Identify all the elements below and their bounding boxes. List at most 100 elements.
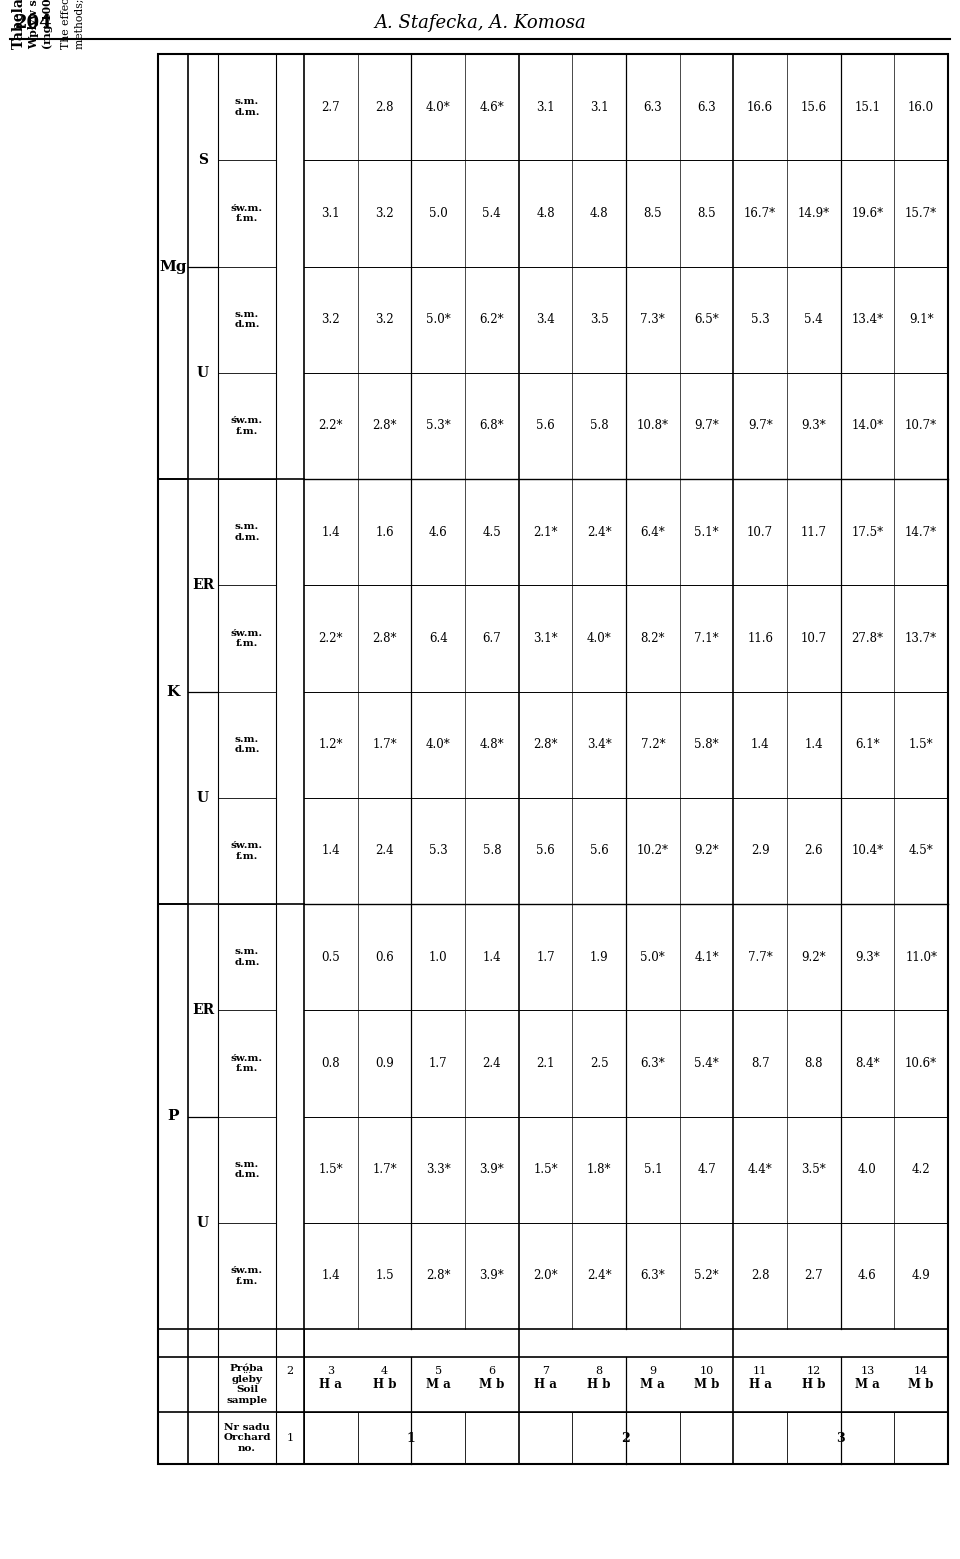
- Text: 5: 5: [435, 1366, 442, 1375]
- Text: 2.1: 2.1: [537, 1057, 555, 1069]
- Text: 9.3*: 9.3*: [855, 951, 880, 963]
- Text: 2.4: 2.4: [375, 845, 394, 857]
- Text: 2.7: 2.7: [804, 1269, 823, 1283]
- Text: 3.9*: 3.9*: [479, 1163, 504, 1175]
- Text: 6.5*: 6.5*: [694, 313, 719, 326]
- Text: 4.6: 4.6: [858, 1269, 876, 1283]
- Text: 3: 3: [836, 1431, 845, 1445]
- Text: 3.1: 3.1: [589, 101, 609, 114]
- Text: 5.0: 5.0: [429, 207, 447, 220]
- Text: 10.2*: 10.2*: [636, 845, 669, 857]
- Text: 8.5: 8.5: [697, 207, 716, 220]
- Text: 2.2*: 2.2*: [319, 631, 343, 645]
- Text: H b: H b: [588, 1378, 611, 1391]
- Text: 4: 4: [381, 1366, 388, 1375]
- Text: M b: M b: [694, 1378, 719, 1391]
- Text: 3.5*: 3.5*: [802, 1163, 827, 1175]
- Text: M a: M a: [426, 1378, 450, 1391]
- Text: 3.1*: 3.1*: [533, 631, 558, 645]
- Text: św.m.
f.m.: św.m. f.m.: [231, 1054, 263, 1073]
- Text: 10: 10: [700, 1366, 713, 1375]
- Text: 2.1*: 2.1*: [533, 525, 558, 538]
- Text: 2.4*: 2.4*: [587, 1269, 612, 1283]
- Text: 4.7: 4.7: [697, 1163, 716, 1175]
- Text: 4.0*: 4.0*: [426, 737, 450, 751]
- Text: 2.2*: 2.2*: [319, 419, 343, 432]
- Text: 0.9: 0.9: [375, 1057, 394, 1069]
- Text: 1.4: 1.4: [483, 951, 501, 963]
- Text: 2.6: 2.6: [804, 845, 823, 857]
- Text: 1.6: 1.6: [375, 525, 394, 538]
- Text: H b: H b: [803, 1378, 826, 1391]
- Text: 13.7*: 13.7*: [905, 631, 937, 645]
- Text: 16.0: 16.0: [908, 101, 934, 114]
- Text: 0.5: 0.5: [322, 951, 340, 963]
- Text: 1.9: 1.9: [589, 951, 609, 963]
- Text: A. Stafecka, A. Komosa: A. Stafecka, A. Komosa: [374, 14, 586, 33]
- Text: 0.8: 0.8: [322, 1057, 340, 1069]
- Text: S: S: [198, 153, 208, 167]
- Text: 1.5*: 1.5*: [533, 1163, 558, 1175]
- Text: 1.5*: 1.5*: [909, 737, 933, 751]
- Text: 2.9: 2.9: [751, 845, 770, 857]
- Text: 1.0: 1.0: [429, 951, 447, 963]
- Text: H a: H a: [534, 1378, 557, 1391]
- Text: 10.7: 10.7: [747, 525, 773, 538]
- Text: 1: 1: [407, 1431, 416, 1445]
- Text: 3: 3: [327, 1366, 334, 1375]
- Text: 4.0*: 4.0*: [426, 101, 450, 114]
- Text: 6.3: 6.3: [643, 101, 662, 114]
- Text: 10.7: 10.7: [801, 631, 827, 645]
- Text: 1.4: 1.4: [804, 737, 823, 751]
- Text: 2.8: 2.8: [375, 101, 394, 114]
- Text: 4.8: 4.8: [537, 207, 555, 220]
- Text: 11.6: 11.6: [747, 631, 773, 645]
- Text: 16.7*: 16.7*: [744, 207, 777, 220]
- Text: 5.4*: 5.4*: [694, 1057, 719, 1069]
- Text: 15.6: 15.6: [801, 101, 827, 114]
- Text: s.m.
d.m.: s.m. d.m.: [234, 97, 260, 117]
- Text: (mg·100⁻¹ g gleby; średnie z 1997-1999): (mg·100⁻¹ g gleby; średnie z 1997-1999): [42, 0, 53, 48]
- Text: 2.8*: 2.8*: [372, 631, 396, 645]
- Text: 1.7: 1.7: [537, 951, 555, 963]
- Text: P: P: [167, 1110, 179, 1124]
- Text: 12: 12: [806, 1366, 821, 1375]
- Text: 3.2: 3.2: [375, 207, 394, 220]
- Text: 1.7*: 1.7*: [372, 1163, 396, 1175]
- Bar: [158, 55, 948, 1464]
- Text: 13.4*: 13.4*: [852, 313, 883, 326]
- Text: Próba
gleby
Soil
sample: Próba gleby Soil sample: [227, 1364, 268, 1405]
- Text: 4.0: 4.0: [858, 1163, 876, 1175]
- Text: 5.0*: 5.0*: [640, 951, 665, 963]
- Text: 5.4: 5.4: [804, 313, 824, 326]
- Text: M b: M b: [908, 1378, 934, 1391]
- Text: 3.4: 3.4: [536, 313, 555, 326]
- Text: 15.1: 15.1: [854, 101, 880, 114]
- Text: H a: H a: [320, 1378, 343, 1391]
- Text: H a: H a: [749, 1378, 772, 1391]
- Text: 2.4*: 2.4*: [587, 525, 612, 538]
- Text: 14.9*: 14.9*: [798, 207, 829, 220]
- Text: św.m.
f.m.: św.m. f.m.: [231, 204, 263, 223]
- Text: 2: 2: [286, 1366, 294, 1375]
- Text: 6.8*: 6.8*: [480, 419, 504, 432]
- Text: 4.1*: 4.1*: [694, 951, 719, 963]
- Text: 6: 6: [489, 1366, 495, 1375]
- Text: 4.6: 4.6: [429, 525, 447, 538]
- Text: 6.3*: 6.3*: [640, 1269, 665, 1283]
- Text: s.m.
d.m.: s.m. d.m.: [234, 522, 260, 543]
- Text: 5.1: 5.1: [643, 1163, 662, 1175]
- Text: 8.5: 8.5: [643, 207, 662, 220]
- Text: K: K: [166, 684, 180, 698]
- Text: 9.7*: 9.7*: [748, 419, 773, 432]
- Text: 3.9*: 3.9*: [479, 1269, 504, 1283]
- Text: 19.6*: 19.6*: [852, 207, 883, 220]
- Text: 2.8*: 2.8*: [533, 737, 558, 751]
- Text: 9: 9: [649, 1366, 657, 1375]
- Text: s.m.
d.m.: s.m. d.m.: [234, 734, 260, 755]
- Text: 6.4: 6.4: [429, 631, 447, 645]
- Text: 4.5*: 4.5*: [909, 845, 933, 857]
- Text: 3.3*: 3.3*: [426, 1163, 450, 1175]
- Text: 17.5*: 17.5*: [852, 525, 883, 538]
- Text: 6.7: 6.7: [483, 631, 501, 645]
